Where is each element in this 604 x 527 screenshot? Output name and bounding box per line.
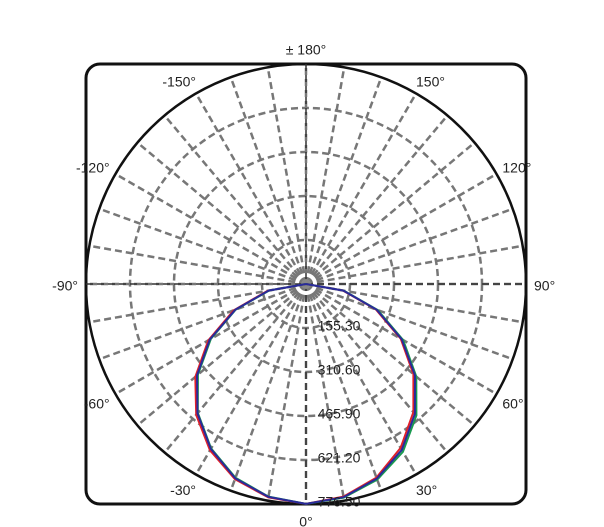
radial-grid-line xyxy=(304,283,346,501)
radial-grid-line xyxy=(136,141,307,285)
radial-grid-line xyxy=(163,114,307,285)
angle-tick-label: 30° xyxy=(416,482,437,498)
angle-tick-label: 120° xyxy=(502,160,531,176)
radial-grid-line xyxy=(305,141,476,285)
radial-grid-line xyxy=(305,283,449,454)
radial-grid-line xyxy=(89,244,307,286)
radial-grid-line xyxy=(305,172,498,286)
radial-grid-line xyxy=(304,76,383,285)
r-tick-label: 155.30 xyxy=(318,318,361,334)
angle-tick-label: -60° xyxy=(84,396,110,412)
series-line xyxy=(195,283,417,505)
angle-tick-label: -150° xyxy=(162,73,196,89)
radial-grid-line xyxy=(194,92,308,285)
radial-grid-line xyxy=(136,283,307,427)
radial-grid-line xyxy=(304,283,383,492)
angle-tick-label: 60° xyxy=(502,396,523,412)
angle-tick-label: 0° xyxy=(299,514,312,527)
angle-tick-label: -30° xyxy=(170,482,196,498)
angle-tick-label: ± 180° xyxy=(286,42,327,58)
radial-grid-line xyxy=(163,283,307,454)
radial-grid-line xyxy=(114,172,307,286)
angle-tick-label: 150° xyxy=(416,73,445,89)
radial-grid-line xyxy=(305,207,514,286)
radial-grid-line xyxy=(194,283,308,476)
radial-grid-line xyxy=(305,114,449,285)
radial-grid-line xyxy=(229,283,308,492)
radial-grid-line xyxy=(304,92,418,285)
radial-grid-line xyxy=(305,282,514,361)
radial-grid-line xyxy=(266,67,308,285)
radial-grid-line xyxy=(304,67,346,285)
radial-grid-line xyxy=(98,207,307,286)
radial-grid-line xyxy=(229,76,308,285)
radial-grid-line xyxy=(304,283,418,476)
radial-grid-line xyxy=(266,283,308,501)
radial-grid-line xyxy=(98,282,307,361)
radial-grid-line xyxy=(305,244,523,286)
angle-tick-label: 90° xyxy=(534,278,555,294)
r-tick-label: 776.50 xyxy=(318,494,361,510)
r-tick-label: 310.60 xyxy=(318,362,361,378)
r-tick-label: 465.90 xyxy=(318,406,361,422)
angle-tick-label: -90° xyxy=(52,278,78,294)
angle-tick-label: -120° xyxy=(76,160,110,176)
r-tick-label: 621.20 xyxy=(318,450,361,466)
radial-grid-line xyxy=(305,283,476,427)
